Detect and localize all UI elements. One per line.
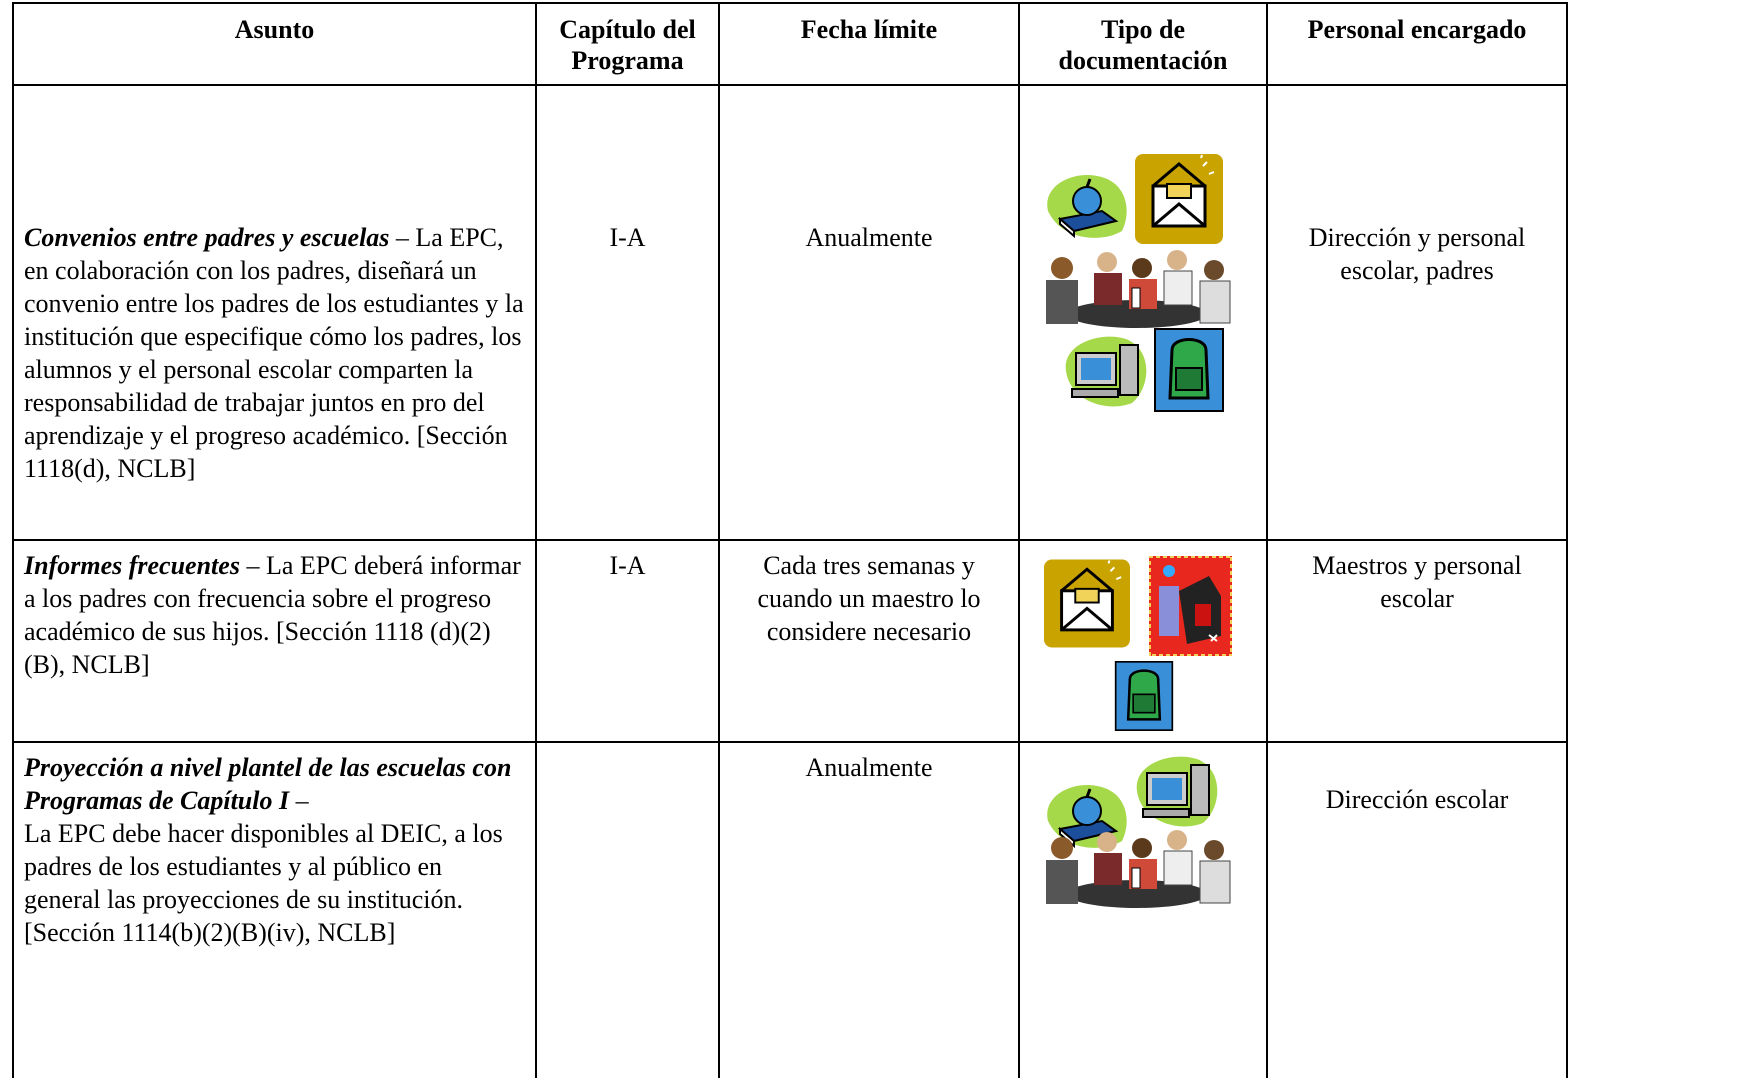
chapter-cell: I-A [535, 84, 720, 541]
row: Proyección a nivel plantel de las escuel… [12, 741, 1568, 1078]
header-cell: Asunto [12, 2, 537, 86]
subject-title: Proyección a nivel plantel de las escuel… [24, 753, 512, 815]
header-cell: Personal encargado [1266, 2, 1568, 86]
subject-cell: Proyección a nivel plantel de las escuel… [12, 741, 537, 1078]
phone-icon [1149, 556, 1232, 656]
deadline-cell: Anualmente [718, 84, 1020, 541]
chapter-cell: I-A [535, 539, 720, 743]
header-cell: Fecha límite [718, 2, 1020, 86]
envelope-icon [1135, 154, 1223, 244]
row: Convenios entre padres y escuelas – La E… [12, 84, 1568, 541]
subject-text: – La EPC debe hacer disponibles al DEIC,… [24, 786, 503, 947]
header-row: Asunto Capítulo del Programa Fecha límit… [12, 2, 1568, 86]
subject-title: Convenios entre padres y escuelas [24, 223, 390, 252]
icons [1044, 556, 1232, 731]
header-cell: Tipo de documentación [1018, 2, 1268, 86]
documentation-cell [1018, 741, 1268, 1078]
table: Asunto Capítulo del Programa Fecha límit… [12, 2, 1568, 1078]
envelope-icon [1044, 557, 1130, 650]
staff-cell: Dirección y personal escolar, padres [1266, 84, 1568, 541]
documentation-cell [1018, 539, 1268, 743]
staff-cell: Maestros y personal escolar [1266, 539, 1568, 743]
icons [1045, 755, 1231, 909]
staff-cell: Dirección escolar [1266, 741, 1568, 1078]
subject-title: Informes frecuentes [24, 551, 240, 580]
deadline-cell: Anualmente [718, 741, 1020, 1078]
apple-icon [1045, 173, 1129, 240]
computer-icon [1064, 335, 1148, 408]
documentation-cell [1018, 84, 1268, 541]
subject-text: – La EPC, en colaboración con los padres… [24, 223, 524, 483]
meeting-icon [1045, 249, 1231, 329]
header-cell: Capítulo del Programa [535, 2, 720, 86]
row: Informes frecuentes – La EPC deberá info… [12, 539, 1568, 743]
icons [1045, 154, 1231, 412]
backpack-icon [1154, 328, 1224, 412]
subject-text: – La EPC deberá informar a los padres co… [24, 551, 521, 679]
computer-icon [1135, 755, 1219, 828]
subject-cell: Convenios entre padres y escuelas – La E… [12, 84, 537, 541]
subject-cell: Informes frecuentes – La EPC deberá info… [12, 539, 537, 743]
backpack-icon [1114, 661, 1174, 731]
deadline-cell: Cada tres semanas y cuando un maestro lo… [718, 539, 1020, 743]
chapter-cell [535, 741, 720, 1078]
